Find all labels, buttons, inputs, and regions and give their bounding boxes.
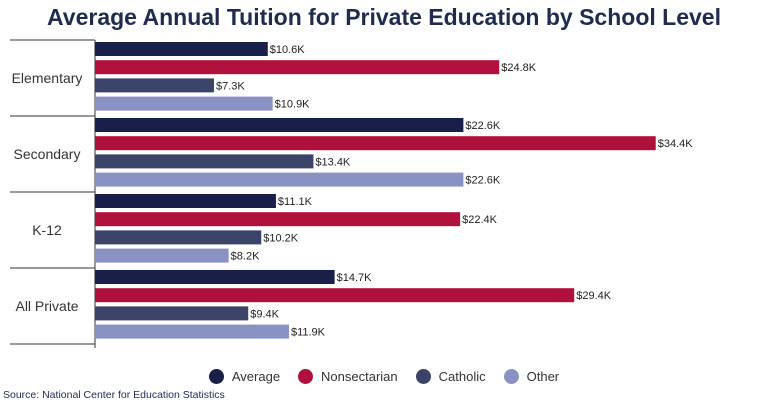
category-label: K-12 bbox=[32, 222, 62, 238]
data-label: $14.7K bbox=[337, 272, 373, 284]
legend: Average Nonsectarian Catholic Other bbox=[0, 369, 768, 384]
bar-catholic-elementary bbox=[95, 78, 214, 93]
data-label: $22.4K bbox=[462, 214, 498, 226]
data-label: $11.1K bbox=[278, 196, 313, 208]
data-label: $10.9K bbox=[275, 99, 311, 111]
source-note: Source: National Center for Education St… bbox=[3, 389, 225, 401]
legend-swatch bbox=[298, 369, 314, 384]
bar-average-elementary bbox=[95, 42, 268, 56]
bar-other-elementary bbox=[95, 96, 273, 111]
bar-other-all-private bbox=[95, 324, 289, 339]
legend-item-nonsectarian: Nonsectarian bbox=[298, 369, 398, 384]
category-label: Secondary bbox=[14, 146, 81, 162]
category-label: All Private bbox=[15, 298, 78, 314]
legend-label: Catholic bbox=[438, 369, 486, 384]
data-label: $22.6K bbox=[465, 175, 501, 187]
legend-swatch bbox=[503, 369, 519, 384]
chart-title: Average Annual Tuition for Private Educa… bbox=[47, 4, 721, 30]
data-label: $34.4K bbox=[658, 138, 694, 150]
data-label: $13.4K bbox=[315, 156, 351, 168]
data-label: $24.8K bbox=[501, 62, 537, 74]
legend-label: Other bbox=[526, 369, 560, 384]
bar-nonsectarian-k-12 bbox=[95, 212, 461, 227]
legend-item-other: Other bbox=[503, 369, 560, 384]
bar-average-k-12 bbox=[95, 194, 276, 208]
bar-other-k-12 bbox=[95, 248, 229, 263]
data-label: $10.6K bbox=[270, 44, 306, 56]
data-label: $8.2K bbox=[231, 251, 260, 263]
data-label: $9.4K bbox=[250, 308, 279, 320]
legend-item-average: Average bbox=[208, 369, 281, 384]
bar-average-all-private bbox=[95, 270, 335, 284]
bar-nonsectarian-all-private bbox=[95, 288, 575, 303]
category-label: Elementary bbox=[12, 70, 83, 86]
bar-nonsectarian-secondary bbox=[95, 136, 656, 151]
data-label: $29.4K bbox=[576, 290, 612, 302]
bar-nonsectarian-elementary bbox=[95, 60, 500, 75]
legend-item-catholic: Catholic bbox=[415, 369, 486, 384]
data-label: $10.2K bbox=[263, 232, 299, 244]
bar-catholic-secondary bbox=[95, 154, 314, 169]
bar-other-secondary bbox=[95, 172, 464, 187]
legend-swatch bbox=[415, 369, 431, 384]
legend-swatch bbox=[208, 369, 224, 384]
bar-average-secondary bbox=[95, 118, 464, 132]
data-label: $11.9K bbox=[291, 327, 326, 339]
data-label: $7.3K bbox=[216, 80, 245, 92]
legend-label: Average bbox=[231, 369, 281, 384]
bar-chart: Elementary $10.6K $24.8K $7.3K $10.9K Seconda… bbox=[10, 39, 694, 348]
bar-catholic-k-12 bbox=[95, 230, 262, 245]
bar-catholic-all-private bbox=[95, 306, 249, 321]
legend-label: Nonsectarian bbox=[321, 369, 398, 384]
data-label: $22.6K bbox=[465, 120, 501, 132]
